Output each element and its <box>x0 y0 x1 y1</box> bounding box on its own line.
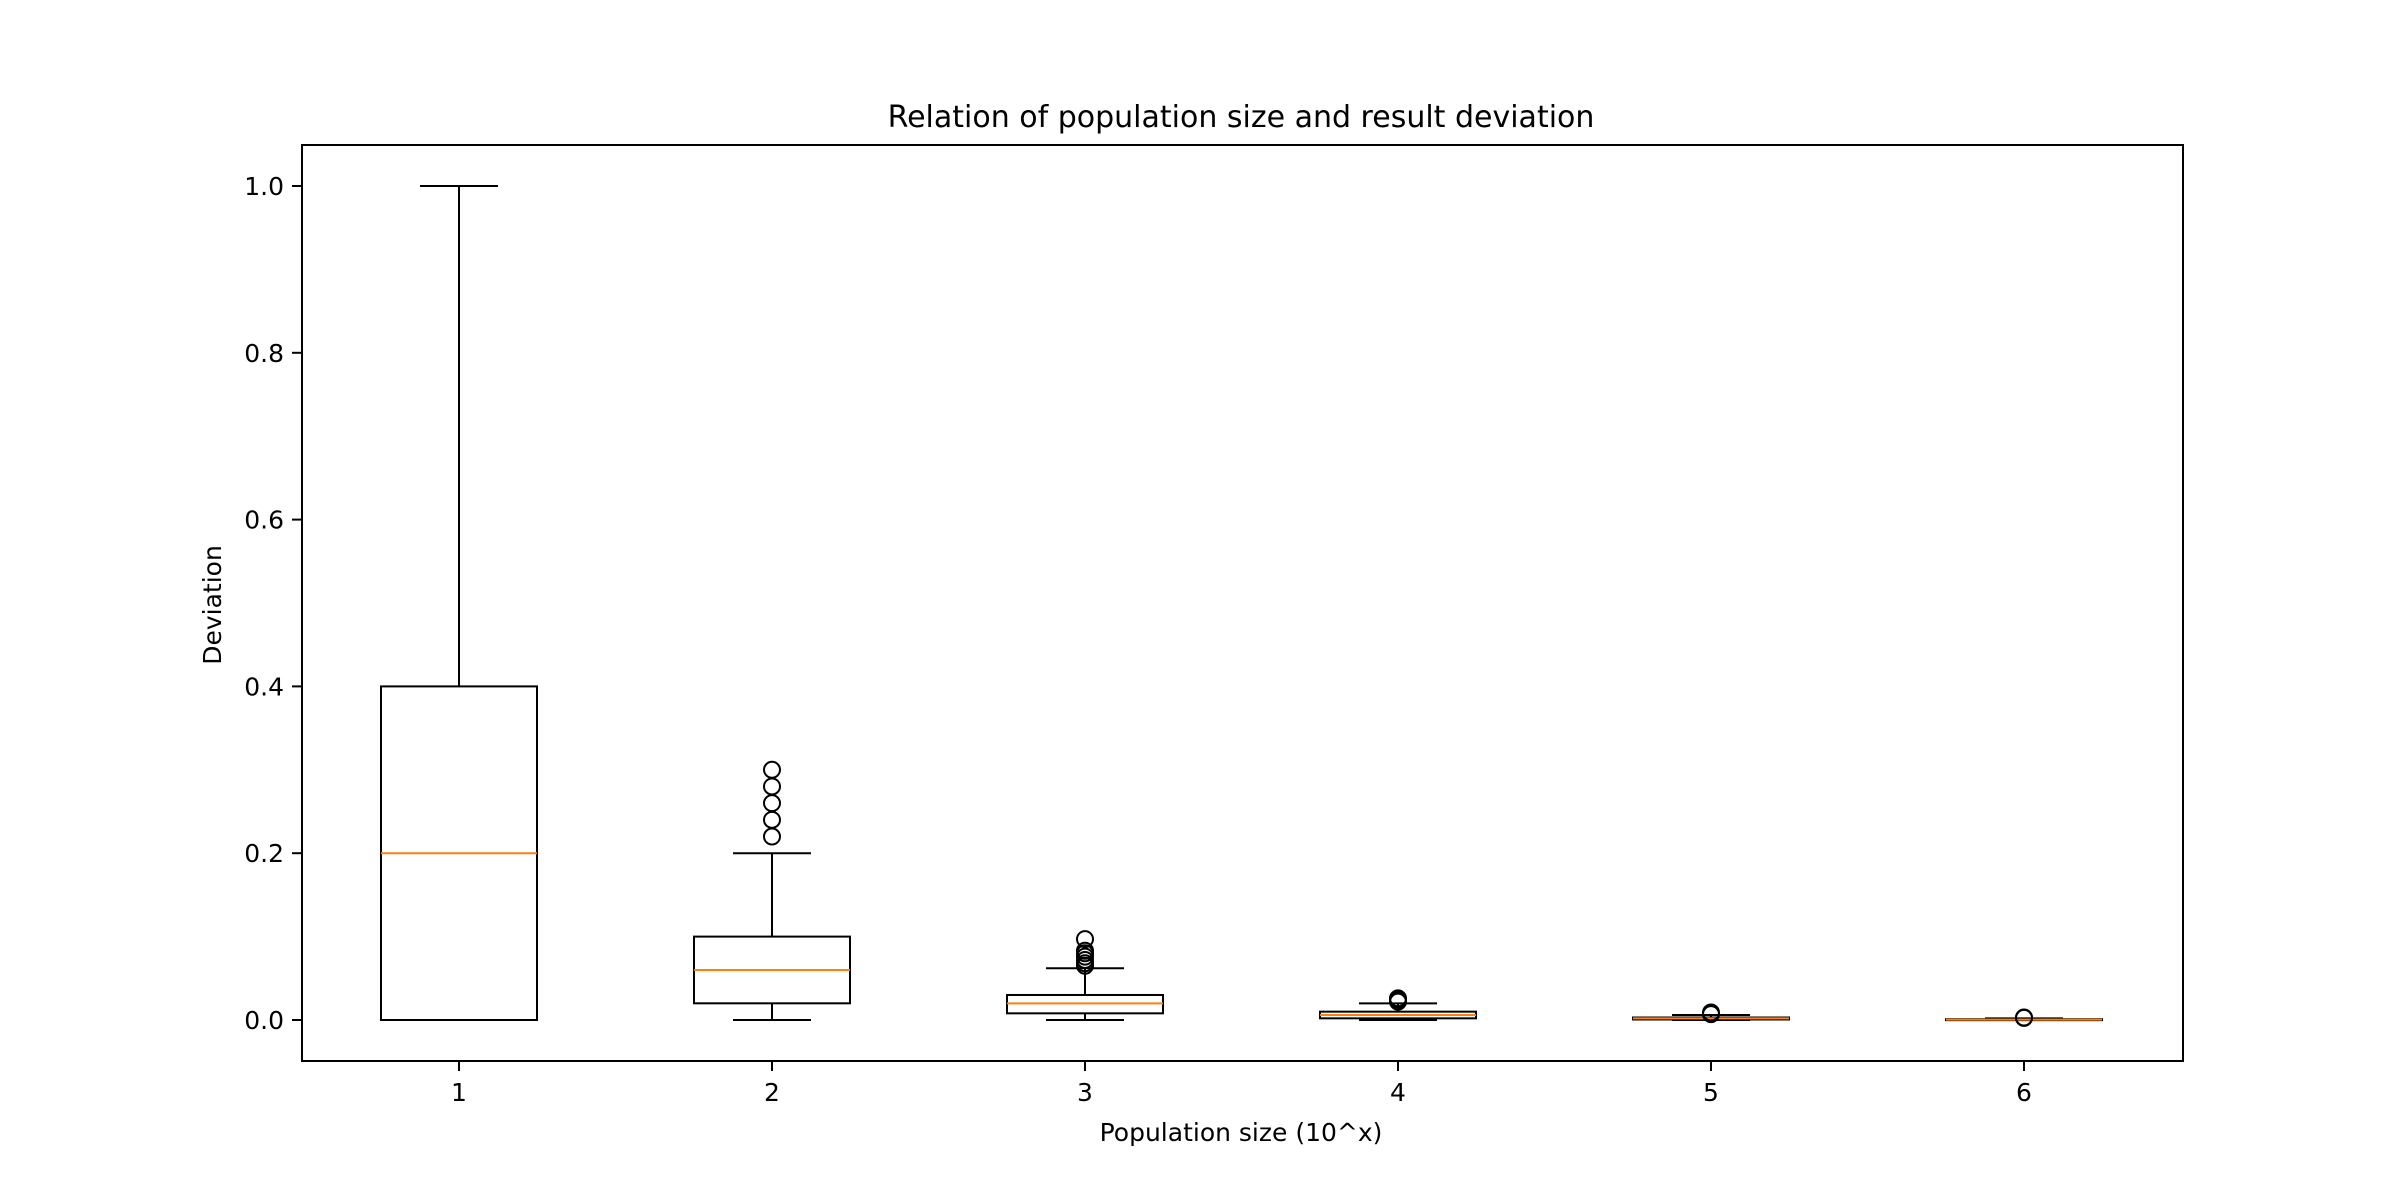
y-tick-label: 0.0 <box>244 1006 284 1035</box>
outlier-point <box>763 794 781 813</box>
plot-area: 0.0 0.2 0.4 0.6 0.8 1.0 1 2 3 4 5 6 <box>244 144 2184 1107</box>
y-tick-label: 1.0 <box>244 172 284 201</box>
x-tick-label: 1 <box>451 1078 467 1107</box>
x-tick-label: 2 <box>764 1078 780 1107</box>
y-tick-label: 0.4 <box>244 672 284 701</box>
outlier-point <box>763 777 781 796</box>
x-tick-label: 3 <box>1077 1078 1093 1107</box>
outlier-point <box>2015 1008 2033 1027</box>
outlier-point <box>1076 930 1094 949</box>
outlier-point <box>1076 941 1094 960</box>
plot-frame <box>301 144 2184 1062</box>
y-axis-label: Deviation <box>198 545 227 665</box>
outlier-point <box>1389 989 1407 1008</box>
outlier-point <box>1702 1003 1720 1022</box>
y-tick-label: 0.6 <box>244 506 284 535</box>
x-axis-label: Population size (10^x) <box>1100 1118 1383 1147</box>
x-tick-label: 6 <box>2016 1078 2032 1107</box>
y-tick-label: 0.8 <box>244 339 284 368</box>
outlier-point <box>763 760 781 779</box>
outlier-point <box>763 810 781 829</box>
y-tick-label: 0.2 <box>244 839 284 868</box>
x-tick-label: 5 <box>1703 1078 1719 1107</box>
x-tick-label: 4 <box>1390 1078 1406 1107</box>
chart-title: Relation of population size and result d… <box>888 100 1595 135</box>
outlier-point <box>763 827 781 846</box>
